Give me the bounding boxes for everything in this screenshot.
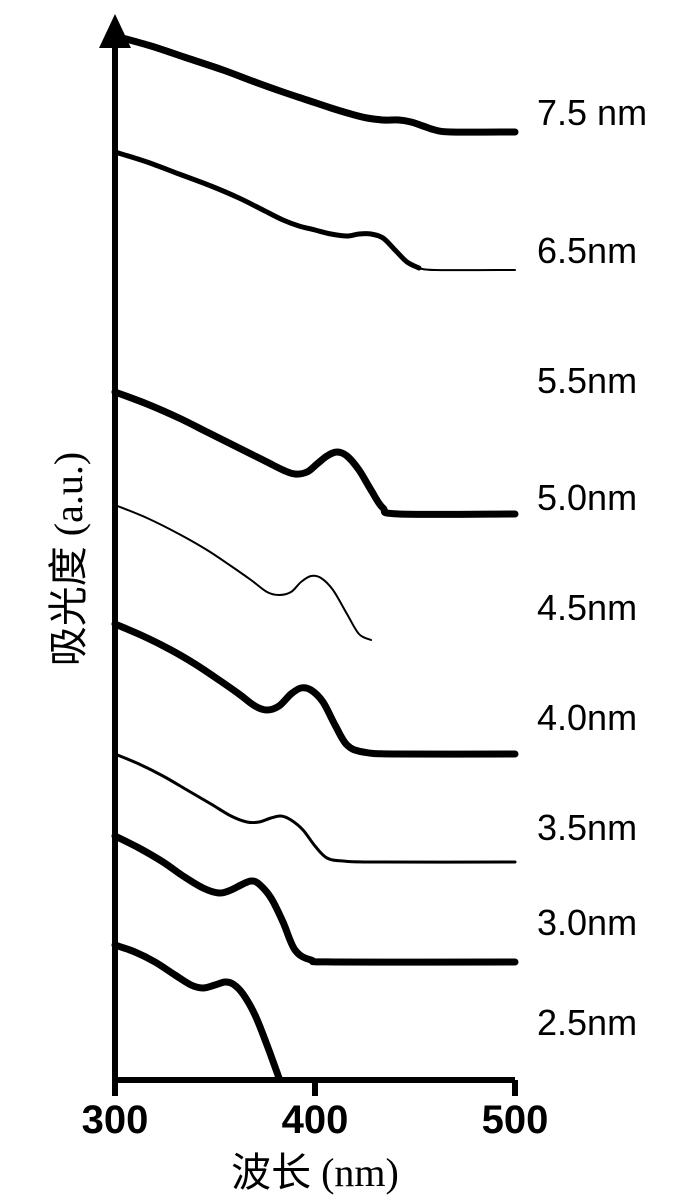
chart-container: 吸光度 (a.u.) 波长 (nm) 300 400 500 2.5nm 3.0nm 3.… (0, 0, 697, 1204)
series-label: 3.5nm (537, 807, 637, 849)
series-label: 5.5nm (537, 360, 637, 402)
series-label: 2.5nm (537, 1002, 637, 1044)
series-label: 7.5 nm (537, 92, 647, 134)
x-tick-label: 400 (275, 1098, 355, 1143)
series-label: 5.0nm (537, 477, 637, 519)
series-label: 4.5nm (537, 587, 637, 629)
x-tick-label: 300 (75, 1098, 155, 1143)
x-axis-label: 波长 (nm) (115, 1140, 515, 1198)
series-label: 3.0nm (537, 902, 637, 944)
x-tick-label: 500 (475, 1098, 555, 1143)
series-label: 6.5nm (537, 230, 637, 272)
series-label: 4.0nm (537, 697, 637, 739)
y-axis-label: 吸光度 (a.u.) (36, 409, 94, 709)
